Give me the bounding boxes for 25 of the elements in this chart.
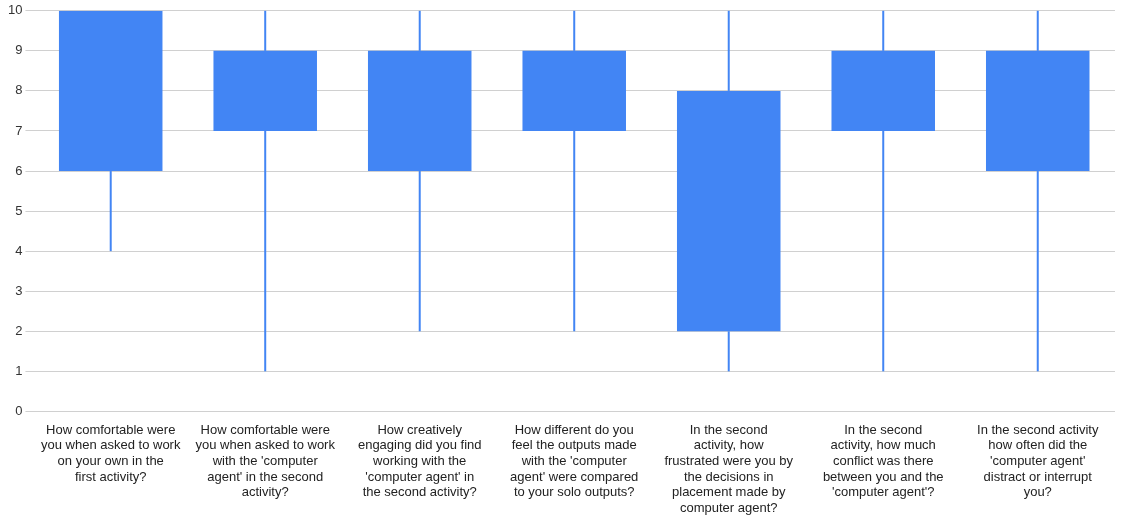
x-tick-label: How comfortable were you when asked to work with the 'computer agent' in the second activity? [195, 421, 336, 500]
x-tick-label: In the second activity, how much conflict was there between you and the 'computer agent'? [822, 421, 944, 500]
candlestick [213, 9, 317, 373]
candlestick [985, 9, 1090, 373]
candlestick [831, 9, 935, 373]
x-tick-label: In the second activity, how frustrated were you by the decisions in placement made by computer agent? [664, 421, 794, 515]
y-tick-label: 7 [15, 122, 23, 138]
x-tick-label: How comfortable were you when asked to work on your own in the first activity? [40, 421, 181, 484]
y-tick-label: 4 [15, 242, 23, 258]
y-tick-label: 9 [15, 42, 23, 58]
x-tick-label: How different do you feel the outputs made with the 'computer agent' were compared to your solo outputs? [510, 421, 639, 500]
candlestick [58, 10, 163, 253]
x-tick-label: How creatively engaging did you find working with the 'computer agent' in the second activity? [357, 421, 482, 500]
candlestick [522, 9, 626, 333]
y-tick-label: 0 [15, 402, 23, 418]
y-tick-label: 2 [15, 322, 23, 338]
y-tick-label: 10 [7, 2, 23, 18]
x-tick-label: In the second activity how often did the 'computer agent' distract or interrupt you? [977, 421, 1099, 500]
y-tick-label: 5 [15, 202, 23, 218]
candlestick [367, 9, 472, 333]
candlestick [676, 9, 781, 373]
y-tick-label: 6 [15, 162, 23, 178]
y-tick-label: 8 [15, 82, 23, 98]
y-tick-label: 1 [15, 362, 23, 378]
y-tick-label: 3 [15, 282, 23, 298]
